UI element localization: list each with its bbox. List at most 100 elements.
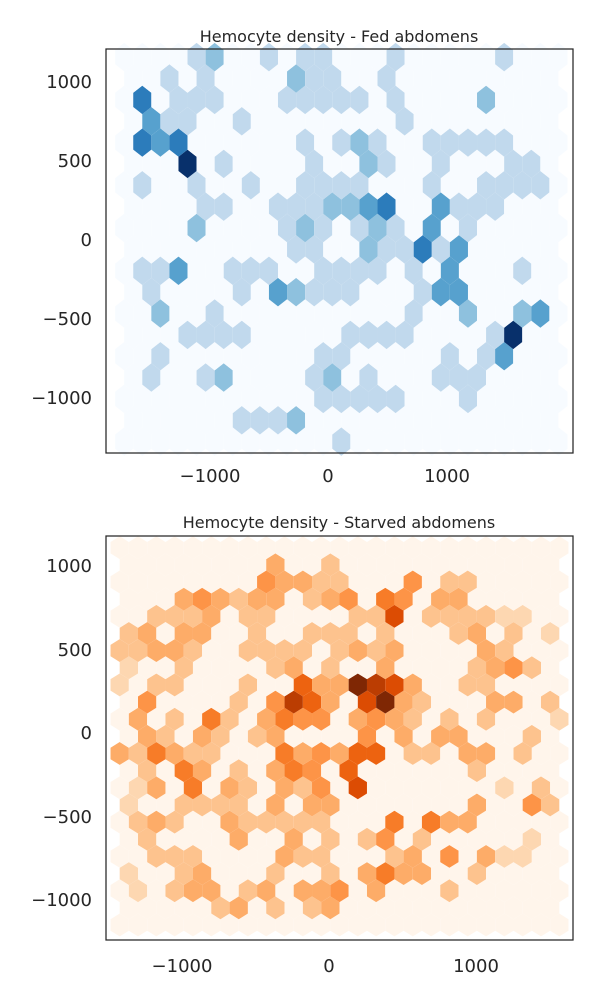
hexbin-cell bbox=[321, 896, 340, 920]
hexbin-cell bbox=[440, 42, 459, 72]
hexbin-cell bbox=[504, 277, 523, 307]
hexbin-cell bbox=[115, 128, 134, 157]
hexbin-cell bbox=[196, 149, 215, 179]
hexbin-cell bbox=[385, 776, 404, 800]
axes-frame-starved bbox=[105, 535, 574, 941]
hexbin-cell bbox=[394, 656, 413, 680]
hexbin-cell bbox=[151, 427, 170, 456]
hexbin-cell bbox=[128, 810, 148, 834]
hexbin-cell bbox=[183, 844, 203, 868]
hexbin-cell bbox=[348, 639, 367, 663]
hexbin-cell bbox=[341, 149, 360, 179]
hexbin-cell bbox=[238, 913, 258, 937]
hexbin-cell bbox=[277, 213, 297, 243]
hexbin-cell bbox=[386, 341, 405, 371]
hexbin-cell bbox=[486, 106, 505, 136]
hexbin-cell bbox=[156, 896, 175, 920]
hexbin-cell bbox=[467, 106, 487, 136]
hexbin-cell bbox=[458, 427, 478, 456]
hexbin-cell bbox=[431, 793, 450, 817]
hexbin-cell bbox=[522, 64, 541, 93]
hexbin-cell bbox=[293, 913, 313, 937]
hexbin-cell bbox=[476, 707, 496, 731]
hexbin-cell bbox=[124, 235, 143, 264]
hexbin-cell bbox=[296, 341, 315, 371]
hexbin-cell bbox=[169, 128, 188, 157]
hexbin-cell bbox=[321, 759, 340, 783]
hexbin-cell bbox=[314, 256, 333, 285]
hexbin-cell bbox=[458, 171, 478, 200]
y-tick-label: 0 bbox=[81, 230, 92, 251]
hexbin-cell bbox=[192, 656, 212, 680]
x-tick-label: 1000 bbox=[453, 956, 499, 977]
axes-frame-fed bbox=[105, 48, 574, 454]
hexbin-cell bbox=[549, 42, 568, 72]
hexbin-cell bbox=[232, 106, 251, 136]
hexbin-cell bbox=[284, 587, 303, 611]
hexbin-cell bbox=[350, 128, 369, 157]
hexbin-cell bbox=[124, 363, 143, 392]
hexbin-cell bbox=[147, 776, 166, 800]
hexbin-cell bbox=[422, 213, 441, 243]
hexbin-cell bbox=[115, 171, 134, 200]
hexbin-cell bbox=[241, 128, 260, 157]
hexbin-cell bbox=[156, 622, 175, 645]
hexbin-cell bbox=[458, 639, 477, 663]
hexbin-cell bbox=[449, 192, 468, 221]
hexbin-cell bbox=[422, 85, 441, 115]
hexbin-cell bbox=[268, 406, 288, 435]
hexbin-cell bbox=[476, 913, 496, 937]
hexbin-cell bbox=[277, 171, 297, 200]
hexbin-cell bbox=[302, 553, 322, 577]
hexbin-cell bbox=[323, 64, 342, 93]
hexbin-cell bbox=[421, 673, 441, 697]
hexbin-cell bbox=[187, 85, 206, 115]
hexbin-cell bbox=[366, 570, 386, 594]
hexbin-cell bbox=[187, 128, 206, 157]
hexbin-cell bbox=[151, 128, 170, 157]
hexbin-cell bbox=[229, 690, 248, 714]
hexbin-cell bbox=[540, 793, 560, 817]
hexbin-cell bbox=[440, 384, 459, 414]
hexbin-cell bbox=[495, 427, 514, 456]
hexbin-cell bbox=[128, 536, 148, 560]
hexbin-cell bbox=[247, 896, 267, 920]
hexbin-cell bbox=[247, 827, 267, 851]
y-tick-label: 1000 bbox=[46, 556, 92, 577]
hexbin-cell bbox=[540, 587, 560, 611]
hexbin-cell bbox=[540, 149, 559, 179]
hexbin-cell bbox=[202, 673, 221, 697]
hexbin-cell bbox=[302, 724, 322, 748]
hexbin-cell bbox=[458, 913, 477, 937]
hexbin-cell bbox=[513, 427, 532, 456]
hexbin-cell bbox=[211, 553, 230, 577]
hexbin-cell bbox=[124, 320, 143, 350]
hexbin-cell bbox=[305, 64, 324, 93]
hexbin-cell bbox=[522, 406, 541, 435]
hexbin-cell bbox=[241, 85, 260, 115]
hexbin-cell bbox=[486, 587, 505, 611]
hexbin-cell bbox=[229, 553, 248, 577]
hexbin-cell bbox=[232, 363, 251, 392]
hexbin-cell bbox=[404, 256, 423, 285]
hexbin-cell bbox=[368, 384, 387, 414]
hexbin-cell bbox=[174, 793, 193, 817]
hexbin-cell bbox=[395, 320, 414, 350]
hexbin-cell bbox=[368, 256, 387, 285]
hexbin-cell bbox=[296, 213, 315, 243]
hexbin-cell bbox=[394, 553, 413, 577]
hexbin-cell bbox=[214, 320, 233, 350]
hexbin-cell bbox=[476, 639, 496, 663]
hexbin-cell bbox=[522, 724, 541, 748]
hexbin-cell bbox=[250, 149, 269, 179]
hexbin-cell bbox=[385, 742, 404, 765]
hexbin-cell bbox=[339, 759, 358, 783]
hexbin-cell bbox=[394, 587, 413, 611]
hexbin-cell bbox=[110, 776, 129, 800]
hexbin-cell bbox=[421, 913, 441, 937]
hexbin-cell bbox=[440, 844, 459, 868]
hexbin-cell bbox=[259, 85, 278, 115]
hexbin-cell bbox=[147, 570, 166, 594]
hexbin-cell bbox=[477, 171, 496, 200]
hexbin-cell bbox=[205, 256, 224, 285]
